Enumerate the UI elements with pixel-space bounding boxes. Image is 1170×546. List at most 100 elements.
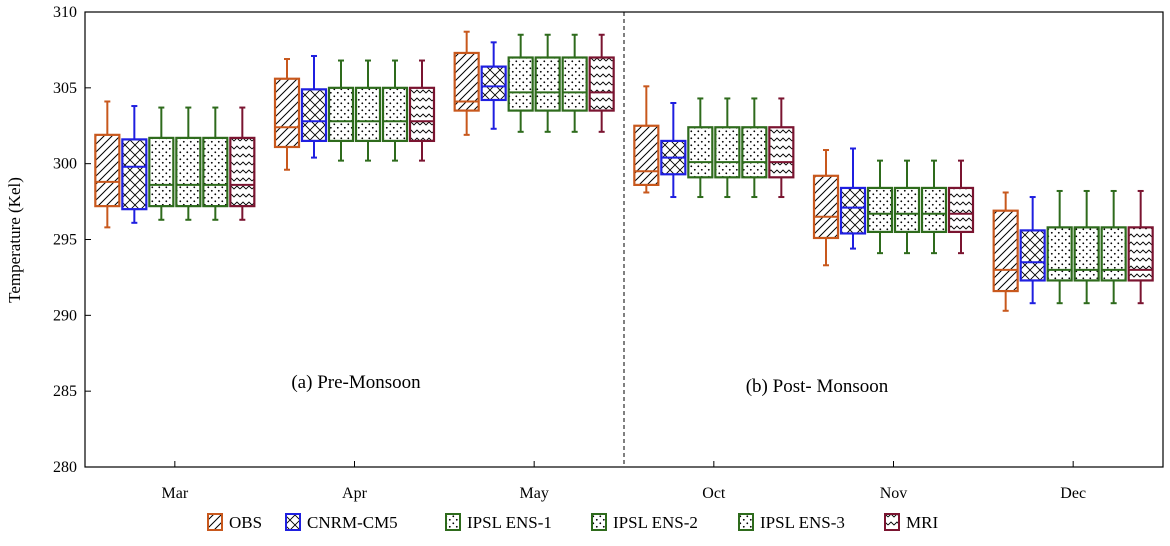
box-obs-nov xyxy=(812,149,840,267)
box-ipsl-ens-2-dec xyxy=(1073,189,1100,305)
box-iqr xyxy=(175,136,202,208)
x-tick-label-may: May xyxy=(520,485,549,502)
box-cnrm-cm5-may xyxy=(480,41,507,130)
box-ipsl-ens-2-apr xyxy=(354,59,382,162)
box-iqr xyxy=(588,56,615,112)
box-ipsl-ens-2-oct xyxy=(714,97,741,199)
box-iqr xyxy=(1046,226,1073,282)
box-iqr xyxy=(408,86,436,143)
y-axis-label: Temperature (Kel) xyxy=(5,177,24,303)
box-iqr xyxy=(273,77,301,149)
box-ipsl-ens-1-mar xyxy=(148,106,175,221)
box-iqr xyxy=(992,209,1019,293)
box-obs-mar xyxy=(94,100,121,229)
legend-swatch xyxy=(285,513,301,531)
y-tick-label: 290 xyxy=(53,307,77,324)
box-iqr xyxy=(768,126,795,179)
box-ipsl-ens-3-may xyxy=(561,33,588,133)
box-obs-dec xyxy=(992,191,1019,312)
box-iqr xyxy=(741,126,768,179)
box-cnrm-cm5-mar xyxy=(121,105,148,224)
box-iqr xyxy=(121,138,148,211)
box-ipsl-ens-3-nov xyxy=(920,159,948,255)
box-iqr xyxy=(381,86,409,143)
legend-swatch xyxy=(884,513,900,531)
box-ipsl-ens-1-nov xyxy=(866,159,894,255)
legend-item-cnrm-cm5: CNRM-CM5 xyxy=(285,513,398,532)
box-iqr xyxy=(148,136,175,208)
y-tick-label: 280 xyxy=(53,459,77,476)
box-ipsl-ens-2-may xyxy=(534,33,561,133)
x-tick-label-dec: Dec xyxy=(1060,485,1086,502)
y-tick-label: 295 xyxy=(53,232,77,249)
box-ipsl-ens-1-apr xyxy=(327,59,355,162)
box-iqr xyxy=(327,86,355,143)
annotation-pre-monsoon: (a) Pre-Monsoon xyxy=(291,372,421,393)
box-iqr xyxy=(300,88,328,143)
box-iqr xyxy=(714,126,741,179)
box-ipsl-ens-1-may xyxy=(507,33,534,133)
legend-label: IPSL ENS-1 xyxy=(467,513,552,532)
box-iqr xyxy=(947,186,975,234)
box-iqr xyxy=(1073,226,1100,282)
x-tick-label-apr: Apr xyxy=(342,485,368,502)
legend-label: OBS xyxy=(229,513,262,532)
box-iqr xyxy=(354,86,382,143)
legend-item-obs: OBS xyxy=(207,513,262,532)
legend-label: IPSL ENS-2 xyxy=(613,513,698,532)
legend-item-ipsl-ens-2: IPSL ENS-2 xyxy=(591,513,698,532)
legend-swatch xyxy=(591,513,607,531)
legend-label: CNRM-CM5 xyxy=(307,513,398,532)
box-mri-nov xyxy=(947,159,975,255)
legend-swatch xyxy=(445,513,461,531)
box-ipsl-ens-3-mar xyxy=(202,106,229,221)
y-tick-label: 300 xyxy=(53,156,77,173)
y-tick-label: 285 xyxy=(53,383,77,400)
legend-item-ipsl-ens-3: IPSL ENS-3 xyxy=(738,513,845,532)
box-mri-dec xyxy=(1127,189,1154,305)
y-tick-label: 310 xyxy=(53,4,77,21)
legend-label: MRI xyxy=(906,513,938,532)
box-ipsl-ens-1-dec xyxy=(1046,189,1073,305)
annotation-post-monsoon: (b) Post- Monsoon xyxy=(746,376,889,397)
box-iqr xyxy=(1100,226,1127,282)
x-tick-label-oct: Oct xyxy=(702,485,726,502)
box-iqr xyxy=(94,133,121,208)
box-iqr xyxy=(893,186,921,234)
box-iqr xyxy=(839,186,867,235)
x-tick-label-nov: Nov xyxy=(880,485,908,502)
box-mri-apr xyxy=(408,59,436,162)
box-iqr xyxy=(202,136,229,208)
box-obs-oct xyxy=(633,85,660,194)
box-iqr xyxy=(812,174,840,240)
box-obs-apr xyxy=(273,58,301,171)
box-iqr xyxy=(866,186,894,234)
box-cnrm-cm5-dec xyxy=(1019,196,1046,305)
box-cnrm-cm5-oct xyxy=(660,102,687,199)
box-iqr xyxy=(1019,229,1046,282)
box-ipsl-ens-3-apr xyxy=(381,59,409,162)
x-axis: Mar Apr May Oct Nov Dec xyxy=(162,461,1086,502)
x-tick-label-mar: Mar xyxy=(162,485,189,502)
legend-swatch xyxy=(207,513,223,531)
box-ipsl-ens-2-nov xyxy=(893,159,921,255)
legend: OBS CNRM-CM5 IPSL ENS-1 IPSL ENS-2 IPSL ENS-… xyxy=(207,513,938,532)
y-tick-label: 305 xyxy=(53,80,77,97)
box-ipsl-ens-2-mar xyxy=(175,106,202,221)
legend-item-ipsl-ens-1: IPSL ENS-1 xyxy=(445,513,552,532)
box-iqr xyxy=(507,56,534,112)
box-iqr xyxy=(534,56,561,112)
box-iqr xyxy=(480,65,507,102)
legend-label: IPSL ENS-3 xyxy=(760,513,845,532)
legend-item-mri: MRI xyxy=(884,513,938,532)
box-mri-oct xyxy=(768,97,795,199)
box-ipsl-ens-1-oct xyxy=(687,97,714,199)
box-obs-may xyxy=(453,30,480,136)
box-cnrm-cm5-apr xyxy=(300,54,328,159)
box-iqr xyxy=(687,126,714,179)
box-ipsl-ens-3-dec xyxy=(1100,189,1127,305)
box-cnrm-cm5-nov xyxy=(839,147,867,250)
box-iqr xyxy=(1127,226,1154,282)
box-mri-may xyxy=(588,33,615,133)
